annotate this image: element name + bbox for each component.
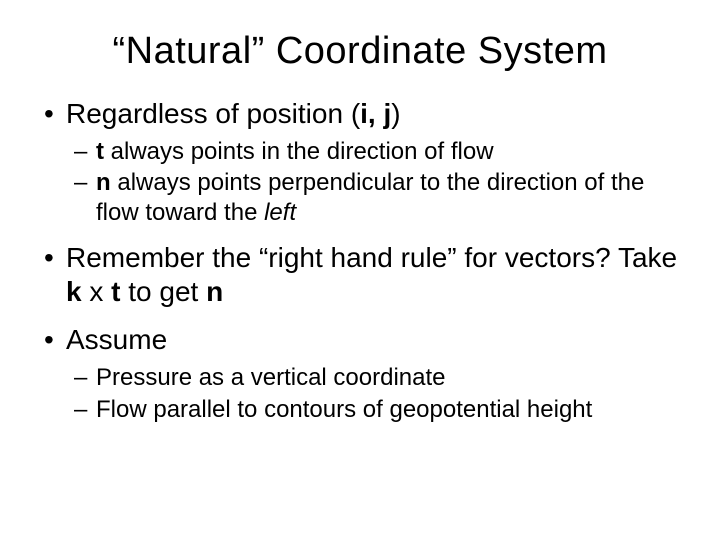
bullet-1-post: ) <box>391 98 400 129</box>
bullet-2-mid2: to get <box>120 276 206 307</box>
slide-title: “Natural” Coordinate System <box>40 30 680 73</box>
bullet-2-n: n <box>206 276 223 307</box>
bullet-1: Regardless of position (i, j) t always p… <box>66 97 680 227</box>
bullet-2-k: k <box>66 276 82 307</box>
bullet-2-pre: Remember the “right hand rule” for vecto… <box>66 242 677 273</box>
slide: “Natural” Coordinate System Regardless o… <box>0 0 720 540</box>
bullet-list: Regardless of position (i, j) t always p… <box>40 97 680 424</box>
bullet-1-sub-2-n: n <box>96 169 111 196</box>
bullet-1-pre: Regardless of position ( <box>66 98 360 129</box>
bullet-2-mid1: x <box>82 276 112 307</box>
bullet-1-sub-1: t always points in the direction of flow <box>96 137 680 166</box>
bullet-1-sublist: t always points in the direction of flow… <box>66 137 680 227</box>
bullet-3-sublist: Pressure as a vertical coordinate Flow p… <box>66 363 680 424</box>
bullet-1-sub-2-mid: always points perpendicular to the direc… <box>96 169 644 225</box>
bullet-1-sub-1-rest: always points in the direction of flow <box>104 138 494 165</box>
bullet-3-sub-1: Pressure as a vertical coordinate <box>96 363 680 392</box>
bullet-3: Assume Pressure as a vertical coordinate… <box>66 323 680 424</box>
bullet-1-ij: i, j <box>360 98 391 129</box>
bullet-3-sub-2: Flow parallel to contours of geopotentia… <box>96 395 680 424</box>
bullet-1-sub-2: n always points perpendicular to the dir… <box>96 168 680 227</box>
bullet-2: Remember the “right hand rule” for vecto… <box>66 241 680 309</box>
bullet-3-text: Assume <box>66 324 167 355</box>
bullet-1-sub-1-t: t <box>96 138 104 165</box>
bullet-1-sub-2-left: left <box>264 199 296 226</box>
